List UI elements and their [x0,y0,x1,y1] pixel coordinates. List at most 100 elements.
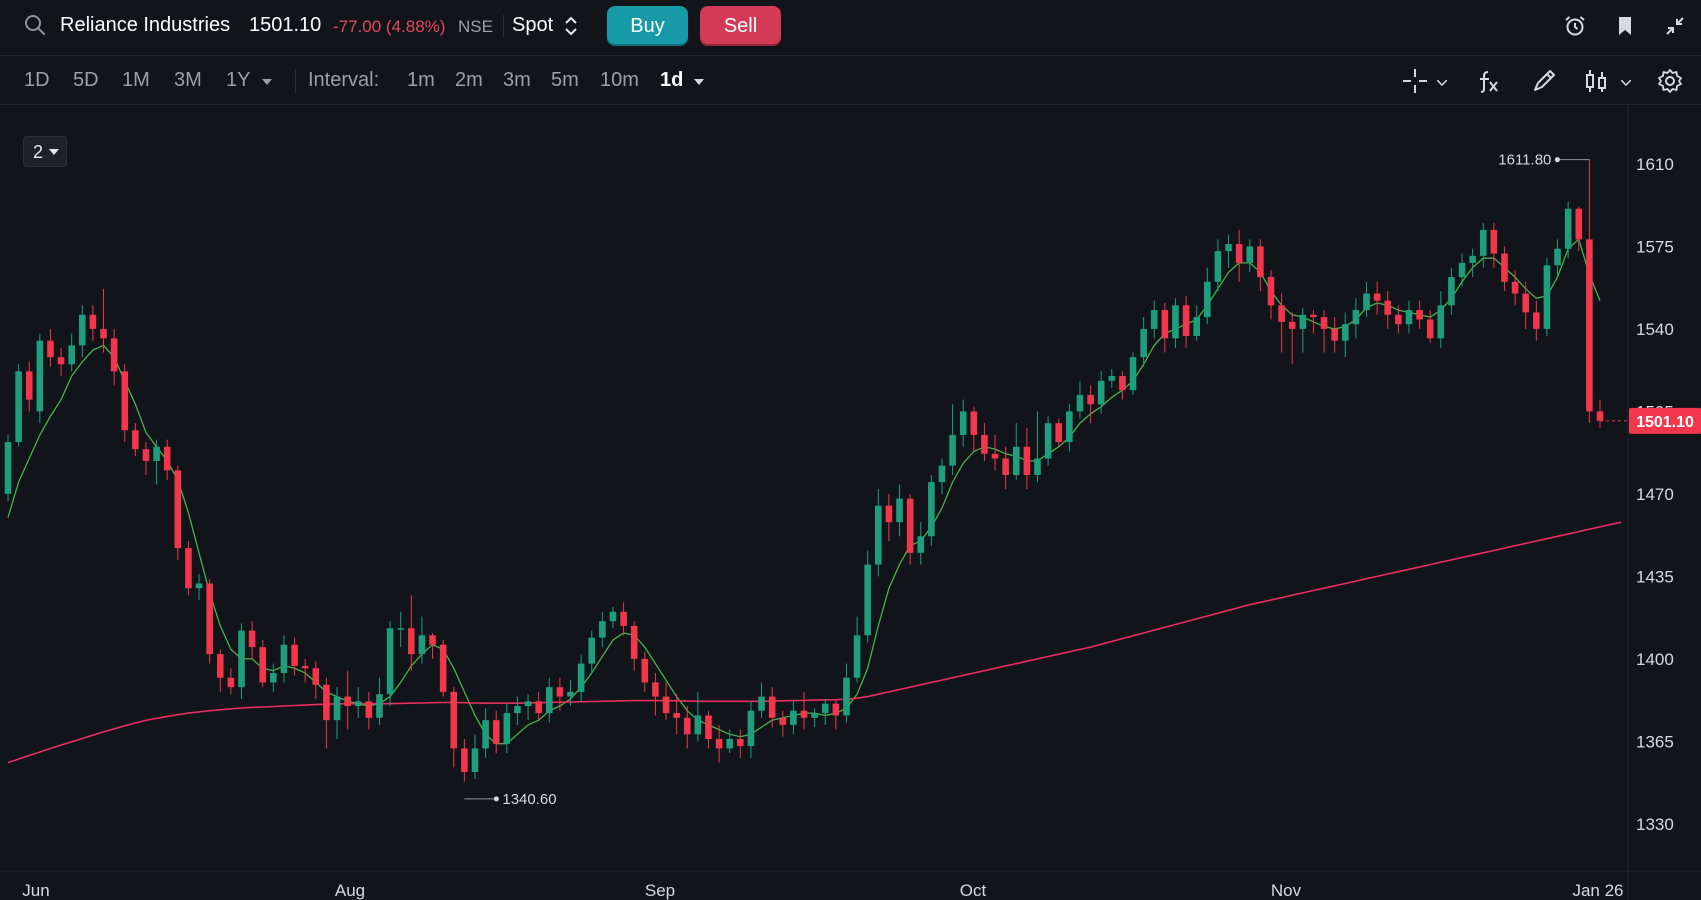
candle-body [620,611,627,626]
high-marker-label: 1611.80 [1498,152,1551,169]
interval-dropdown-icon[interactable] [694,79,704,85]
x-tick-label: Oct [960,881,987,900]
candle-body [1543,265,1551,329]
segment-selector[interactable]: Spot [512,14,554,36]
y-tick-label: 1610 [1636,155,1674,174]
candle-body [57,357,65,365]
candle-body [885,505,893,523]
candle-body [1087,394,1094,405]
range-5d[interactable]: 5D [73,69,99,91]
crosshair-icon[interactable] [1401,67,1429,95]
candle-body [1501,253,1508,282]
toolbar-divider [295,69,296,93]
settings-gear-icon[interactable] [1656,67,1684,95]
interval-3m[interactable]: 3m [503,69,531,91]
chart-type-dropdown-icon[interactable] [1621,80,1631,86]
candle-body [1055,423,1063,443]
candle-body [790,710,797,725]
candle-body [1395,314,1402,325]
low-marker-dot [493,796,499,802]
candle-body [1193,317,1200,336]
candle-body [333,696,341,721]
candle-body [47,340,54,358]
candle-body [694,715,702,735]
candle-body [471,748,479,773]
range-1d[interactable]: 1D [24,69,50,91]
last-price-label: 1501.10 [1636,414,1694,431]
candle-body [779,717,787,725]
candle-body [185,548,192,589]
candle-body [747,710,755,747]
bookmark-icon[interactable] [1613,14,1637,38]
spot-sort-icon[interactable] [564,14,578,38]
candle-body [1034,458,1041,476]
candle-body [1331,328,1338,341]
candle-body [110,338,118,372]
candle-body [408,628,415,655]
candle-body [1522,293,1529,313]
candle-body [1490,229,1498,254]
range-1y[interactable]: 1Y [226,69,251,91]
range-3m[interactable]: 3M [174,69,202,91]
candle-body [811,713,818,718]
candle-body [195,583,203,589]
candle-body [270,673,277,683]
candle-body [1373,293,1381,301]
candle-body [588,637,596,664]
candle-body [1012,446,1020,476]
candle-body [673,713,680,718]
candle-body [1278,305,1285,322]
interval-1d[interactable]: 1d [660,69,684,91]
search-icon[interactable] [24,14,46,36]
candle-body [843,677,850,716]
interval-2m[interactable]: 2m [455,69,483,91]
interval-5m[interactable]: 5m [551,69,579,91]
candlestick-type-icon[interactable] [1582,67,1610,95]
y-tick-label: 1470 [1636,485,1674,504]
crosshair-dropdown-icon[interactable] [1437,80,1447,86]
candle-body [248,630,256,648]
minimize-icon[interactable] [1663,14,1687,38]
interval-10m[interactable]: 10m [600,69,639,91]
candle-body [1119,376,1126,391]
x-tick-label: Aug [335,881,365,900]
y-tick-label: 1400 [1636,650,1674,669]
candle-body [928,482,935,537]
drawing-pen-icon[interactable] [1530,67,1558,95]
range-dropdown-icon[interactable] [262,79,272,85]
indicator-fx-icon[interactable] [1474,67,1502,95]
candle-body [1044,423,1052,459]
candle-body [1288,321,1296,329]
symbol-name[interactable]: Reliance Industries [60,14,231,36]
high-marker-dot [1554,157,1560,163]
candle-body [1076,394,1084,412]
buy-button[interactable]: Buy [607,6,688,46]
candle-body [227,677,235,688]
symbol-price: 1501.10 [249,14,322,36]
candle-body [1002,458,1009,476]
candle-body [482,720,489,749]
candle-body [875,505,882,565]
candle-body [439,644,447,692]
candle-body [737,739,744,747]
candle-body [1596,411,1604,421]
candle-body [1182,305,1190,336]
candle-body [535,701,542,714]
interval-1m[interactable]: 1m [407,69,435,91]
candle-body [917,536,925,553]
candle-body [991,453,999,459]
candle-body [68,345,75,365]
candle-body [174,470,182,549]
pane-selector[interactable]: 2 [23,136,67,167]
candle-body [577,663,585,692]
price-change: -77.00 (4.88%) [333,17,446,36]
candle-body [821,703,829,714]
candle-body [1437,305,1445,339]
price-chart[interactable]: 133013651400143514701505154015751610JunA… [0,105,1701,900]
candle-body [142,449,150,461]
sell-button[interactable]: Sell [700,6,781,46]
alarm-clock-icon[interactable] [1563,14,1587,38]
chart-area[interactable]: 133013651400143514701505154015751610JunA… [0,105,1701,900]
range-1m[interactable]: 1M [122,69,150,91]
candle-body [386,628,394,695]
